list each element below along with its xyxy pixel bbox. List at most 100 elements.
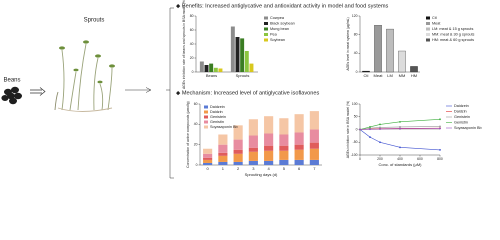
bar (362, 70, 370, 73)
point (359, 128, 361, 131)
bar (230, 26, 235, 72)
section-header: ◆ Mechanism: Increased level of antiglyc… (176, 90, 319, 96)
x-tick-label: Meat (374, 73, 384, 78)
bar-segment (233, 153, 243, 162)
bar-segment (264, 116, 274, 134)
y-tick-label: 20 (194, 143, 198, 147)
sprouts-label: Sprouts (84, 18, 105, 24)
bar (386, 28, 394, 73)
x-tick-label: 3 (252, 166, 255, 171)
legend-swatch (264, 38, 268, 42)
legend-swatch (264, 16, 268, 20)
bar (398, 50, 406, 73)
legend-label: Soyasaponin Bb (454, 126, 482, 130)
arrow (30, 87, 46, 96)
y-tick-label: 0 (356, 70, 358, 74)
bar (374, 25, 382, 73)
bar-segment (294, 149, 304, 160)
y-axis-label: AGEs level in meat system (μg/mL) (346, 17, 350, 70)
bar-segment (264, 150, 274, 161)
bar-segment (233, 149, 243, 154)
x-tick-label: 600 (417, 157, 423, 161)
x-tick-label: MM (399, 73, 406, 78)
legend-label: Genistin (454, 121, 468, 125)
x-axis-label: Conc. of standards (μM) (379, 162, 423, 167)
legend-label: Daidzin (210, 110, 223, 114)
legend-label: Pea (270, 33, 278, 37)
point (439, 125, 441, 128)
bar-segment (309, 159, 319, 165)
point (379, 128, 381, 130)
y-tick-label: 120 (352, 14, 358, 18)
y-tick-label: 50 (354, 115, 358, 119)
legend-label: Genistein (454, 115, 470, 119)
legend-swatch (264, 27, 268, 31)
bar (240, 38, 245, 72)
point (399, 120, 401, 123)
bar-segment (248, 135, 258, 148)
bar-segment (233, 125, 243, 140)
legend-label: Ctl (432, 16, 437, 20)
bar-segment (248, 160, 258, 165)
y-tick-label: 0 (196, 163, 198, 167)
bar-segment (248, 151, 258, 161)
bar-segment (203, 159, 213, 163)
legend-label: Daidzin (454, 110, 467, 114)
bar (244, 51, 249, 72)
bar-segment (279, 159, 289, 165)
legend-swatch (426, 16, 430, 20)
y-tick-label: 60 (194, 102, 198, 106)
bar-segment (203, 157, 213, 160)
point (399, 146, 401, 149)
bar-segment (203, 148, 213, 154)
legend-swatch (204, 105, 208, 109)
x-tick-label: Sprouts (236, 73, 250, 78)
bar (249, 63, 254, 72)
bar-segment (294, 159, 304, 165)
bar-segment (218, 144, 228, 153)
bar (218, 68, 223, 72)
bracket (125, 7, 174, 179)
x-tick-label: 800 (437, 157, 443, 161)
y-tick-label: 80 (354, 33, 358, 37)
x-tick-label: 4 (268, 166, 271, 171)
bar (204, 65, 209, 72)
point (369, 126, 371, 128)
sprout-leaves (59, 40, 115, 84)
point (369, 128, 371, 131)
bar-segment (294, 114, 304, 133)
y-tick-label: 40 (190, 42, 194, 46)
bar-segment (203, 162, 213, 165)
x-tick-label: 0 (207, 166, 210, 171)
bar-segment (218, 152, 228, 156)
x-tick-label: 400 (397, 157, 403, 161)
x-tick-label: Beans (206, 73, 217, 78)
x-axis-label: Sprouting days (d) (245, 172, 278, 177)
section-header: ◆ Benefits: Increased antiglycative and … (176, 3, 389, 9)
x-tick-label: 2 (237, 166, 240, 171)
y-tick-label: 0 (356, 127, 358, 131)
y-axis-label: AGEs inhibition rate of beans and sprout… (182, 0, 186, 89)
legend-swatch (426, 33, 430, 36)
legend-swatch (204, 120, 208, 124)
legend-swatch (204, 115, 208, 119)
y-tick-label: 60 (190, 28, 194, 32)
legend-label: Black soybean (270, 22, 295, 26)
bar-segment (264, 145, 274, 151)
x-tick-label: Ctl (364, 73, 369, 78)
bar (410, 66, 418, 73)
bar-segment (248, 147, 258, 152)
point (399, 127, 401, 130)
point (379, 126, 381, 129)
y-tick-label: 80 (190, 14, 194, 18)
y-tick-label: 40 (354, 51, 358, 55)
legend-label: Daidzein (210, 105, 225, 109)
bar-segment (279, 134, 289, 146)
bar (213, 67, 218, 72)
y-axis-label: Concentration of active compounds (μmol/… (186, 101, 190, 168)
graphical-abstract: Beans Sprouts ◆ Benefits: Increased anti… (1, 0, 482, 179)
bar-segment (294, 144, 304, 150)
x-tick-label: 5 (283, 166, 286, 171)
y-tick-label: 40 (194, 122, 198, 126)
bar (199, 61, 204, 72)
